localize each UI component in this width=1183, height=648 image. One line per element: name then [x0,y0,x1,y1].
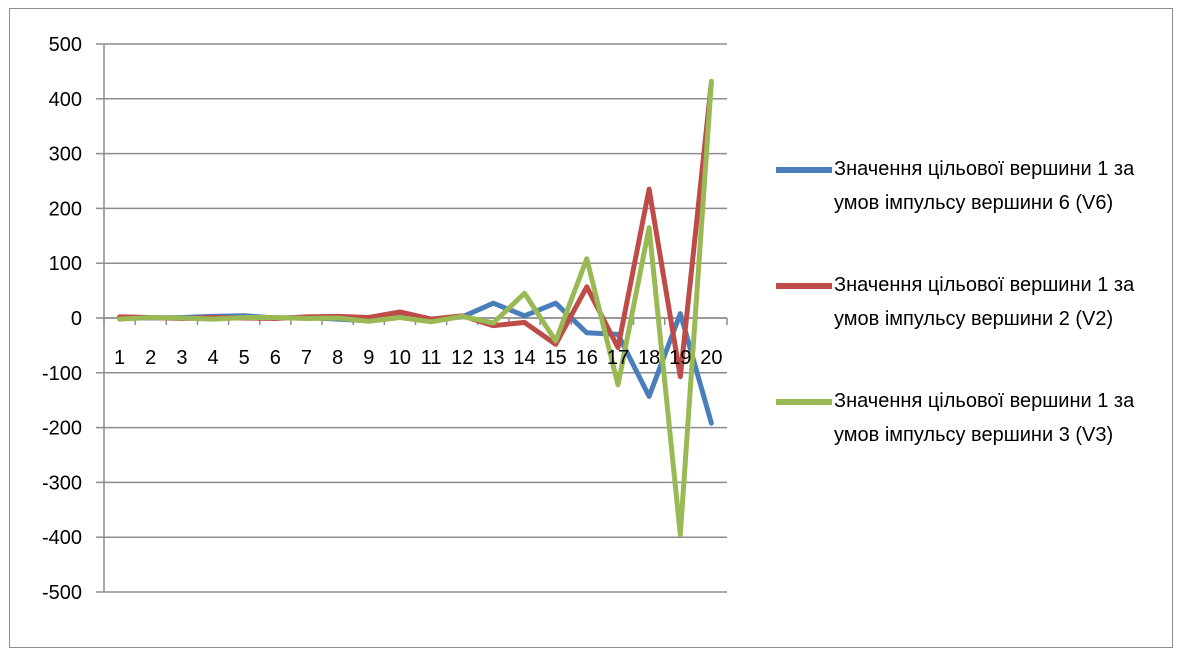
x-tick-label: 6 [270,347,281,369]
legend-swatch-v3 [776,399,832,405]
legend-label-v2: Значення цільової вершини 1 за умов імпу… [834,274,1135,330]
legend: Значення цільової вершини 1 за умов імпу… [776,152,1176,500]
legend-label-v6: Значення цільової вершини 1 за умов імпу… [834,158,1135,214]
y-tick-label: -400 [42,527,82,549]
x-tick-label: 5 [239,347,250,369]
series-line-1 [117,79,714,380]
x-tick-label: 17 [607,347,629,369]
chart-frame [9,8,1173,648]
x-tick-label: 16 [576,347,598,369]
series-line-2 [117,78,714,537]
y-tick-label: -200 [42,418,82,440]
x-tick-label: 18 [638,347,660,369]
x-tick-label: 11 [421,347,442,369]
x-tick-label: 2 [145,347,156,369]
y-tick-label: 400 [49,89,82,111]
x-tick-label: 19 [669,347,691,369]
grid-lines [96,43,727,593]
y-tick-label: 100 [49,253,82,275]
y-tick-label: -300 [42,472,82,494]
legend-swatch-v2 [776,283,832,289]
legend-item-v3: Значення цільової вершини 1 за умов імпу… [776,384,1176,500]
x-tick-label: 13 [482,347,504,369]
legend-item-v2: Значення цільової вершини 1 за умов імпу… [776,268,1176,384]
x-tick-label: 1 [114,347,125,369]
y-tick-label: 500 [49,34,82,56]
x-tick-label: 10 [389,347,411,369]
y-tick-label: 0 [71,308,82,330]
legend-label-v3: Значення цільової вершини 1 за умов імпу… [834,390,1135,446]
x-tick-label: 20 [700,347,722,369]
x-tick-label: 9 [363,347,374,369]
x-axis-tick-labels: 1 2 3 4 5 6 7 8 9 10 11 12 13 14 15 16 17 18 19 20 [114,347,723,369]
x-tick-label: 14 [513,347,535,369]
x-tick-label: 15 [545,347,567,369]
x-tick-label: 7 [301,347,312,369]
y-tick-label: 300 [49,144,82,166]
y-tick-label: 200 [49,198,82,220]
legend-item-v6: Значення цільової вершини 1 за умов імпу… [776,152,1176,268]
legend-swatch-v6 [776,167,832,173]
data-series [117,78,714,537]
y-axis-tick-labels: 500 400 300 200 100 0 -100 -200 -300 -400 -500 [42,34,82,604]
y-tick-label: -100 [42,363,82,385]
x-tick-label: 8 [332,347,343,369]
y-tick-label: -500 [42,582,82,604]
x-tick-label: 12 [451,347,473,369]
x-tick-label: 3 [176,347,187,369]
x-tick-label: 4 [207,347,218,369]
